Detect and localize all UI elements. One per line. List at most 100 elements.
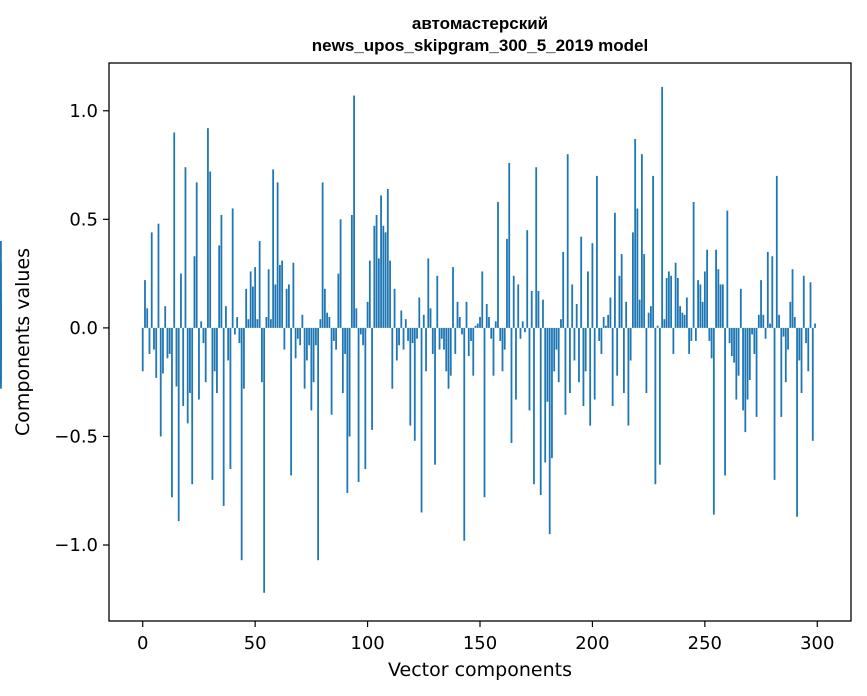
bar-28 <box>204 327 207 383</box>
bar-126 <box>425 327 427 372</box>
bar-130 <box>434 327 436 465</box>
bar-103 <box>373 225 376 328</box>
bar-239 <box>679 306 682 328</box>
bar-148 <box>474 325 477 328</box>
x-tick-label: 150 <box>463 633 497 654</box>
bar-121 <box>413 327 416 441</box>
bar-14 <box>173 132 176 328</box>
bar-175 <box>535 167 538 328</box>
bar-174 <box>533 327 535 485</box>
bar-195 <box>580 236 583 328</box>
bar-252 <box>708 327 711 341</box>
bar-240 <box>681 312 684 328</box>
bar-247 <box>697 280 699 328</box>
bar-291 <box>796 327 798 517</box>
bar-38 <box>227 327 230 361</box>
bar-162 <box>506 238 508 328</box>
y-tick-label: 0.0 <box>69 318 98 339</box>
bar-144 <box>465 301 468 328</box>
bar-52 <box>258 241 261 328</box>
chart-title-line-1: автомастерский <box>412 14 548 33</box>
bar-113 <box>395 327 398 361</box>
bar-253 <box>710 327 713 359</box>
bar-127 <box>427 258 430 328</box>
x-tick-label: 100 <box>350 633 384 654</box>
bar-36 <box>222 327 225 506</box>
bar-25 <box>198 327 200 400</box>
bar-158 <box>497 201 499 328</box>
bar-146 <box>470 327 472 341</box>
bar-123 <box>418 297 421 328</box>
bar-3 <box>148 327 151 354</box>
bar-42 <box>236 317 239 328</box>
bar-34 <box>218 245 221 328</box>
bar-267 <box>742 327 744 411</box>
bar-214 <box>623 327 625 394</box>
bar-13 <box>171 327 173 498</box>
bar-112 <box>393 288 396 328</box>
bar-180 <box>546 327 549 402</box>
bar-266 <box>739 288 742 328</box>
bar-89 <box>341 327 344 394</box>
bar-177 <box>539 327 542 496</box>
bar-61 <box>278 264 281 328</box>
bar-210 <box>614 212 616 328</box>
bar-39 <box>229 327 232 470</box>
bar-183 <box>553 327 556 372</box>
bar-48 <box>249 271 252 328</box>
bar-277 <box>764 327 767 339</box>
bar-16 <box>177 327 180 522</box>
bar-132 <box>438 327 441 350</box>
bar-201 <box>593 327 596 400</box>
bar-57 <box>269 319 272 328</box>
bar-200 <box>591 243 594 328</box>
bar-292 <box>798 327 801 361</box>
chart-title-line-2: news_upos_skipgram_300_5_2019 model <box>312 36 648 55</box>
bar-124 <box>420 327 423 513</box>
bar-282 <box>775 175 778 328</box>
bar-105 <box>377 258 380 328</box>
bar-163 <box>508 162 511 328</box>
bar-178 <box>542 299 544 328</box>
bar-18 <box>182 327 185 407</box>
bar-185 <box>557 327 560 383</box>
bar-288 <box>789 301 792 328</box>
bar-138 <box>452 267 454 328</box>
bar-149 <box>476 323 479 328</box>
bar-192 <box>573 327 576 361</box>
bar-22 <box>191 327 194 485</box>
bar-137 <box>449 327 452 376</box>
x-tick-label: 300 <box>800 633 834 654</box>
bar-101 <box>368 260 371 328</box>
bar-45 <box>243 327 245 389</box>
bar-35 <box>220 214 223 328</box>
bar-295 <box>805 327 807 344</box>
bar-88 <box>339 219 342 328</box>
bar-135 <box>445 327 448 372</box>
bar-298 <box>811 327 814 441</box>
bar-285 <box>782 327 785 337</box>
bar-251 <box>706 249 708 328</box>
bar-204 <box>600 327 603 354</box>
bar-272 <box>753 327 756 354</box>
bar-70 <box>299 327 302 346</box>
bar-93 <box>350 214 353 328</box>
bar-273 <box>755 327 758 417</box>
bar-128 <box>429 308 432 328</box>
bar-64 <box>285 288 288 328</box>
bar-5 <box>153 327 155 350</box>
bar-270 <box>748 327 751 380</box>
bar-280 <box>771 256 774 328</box>
bar-287 <box>787 327 789 350</box>
bar-256 <box>717 269 720 328</box>
bar-193 <box>575 304 578 328</box>
x-axis-ticks: 0 50 100 150 200 250 300 <box>137 621 834 654</box>
bar-152 <box>483 327 486 498</box>
bar-226 <box>649 306 652 328</box>
bar-55 <box>265 317 268 328</box>
bar-19 <box>184 167 187 328</box>
bar-173 <box>530 290 533 328</box>
bar-216 <box>627 327 630 426</box>
bar-188 <box>564 327 567 415</box>
bar-1 <box>144 280 146 328</box>
